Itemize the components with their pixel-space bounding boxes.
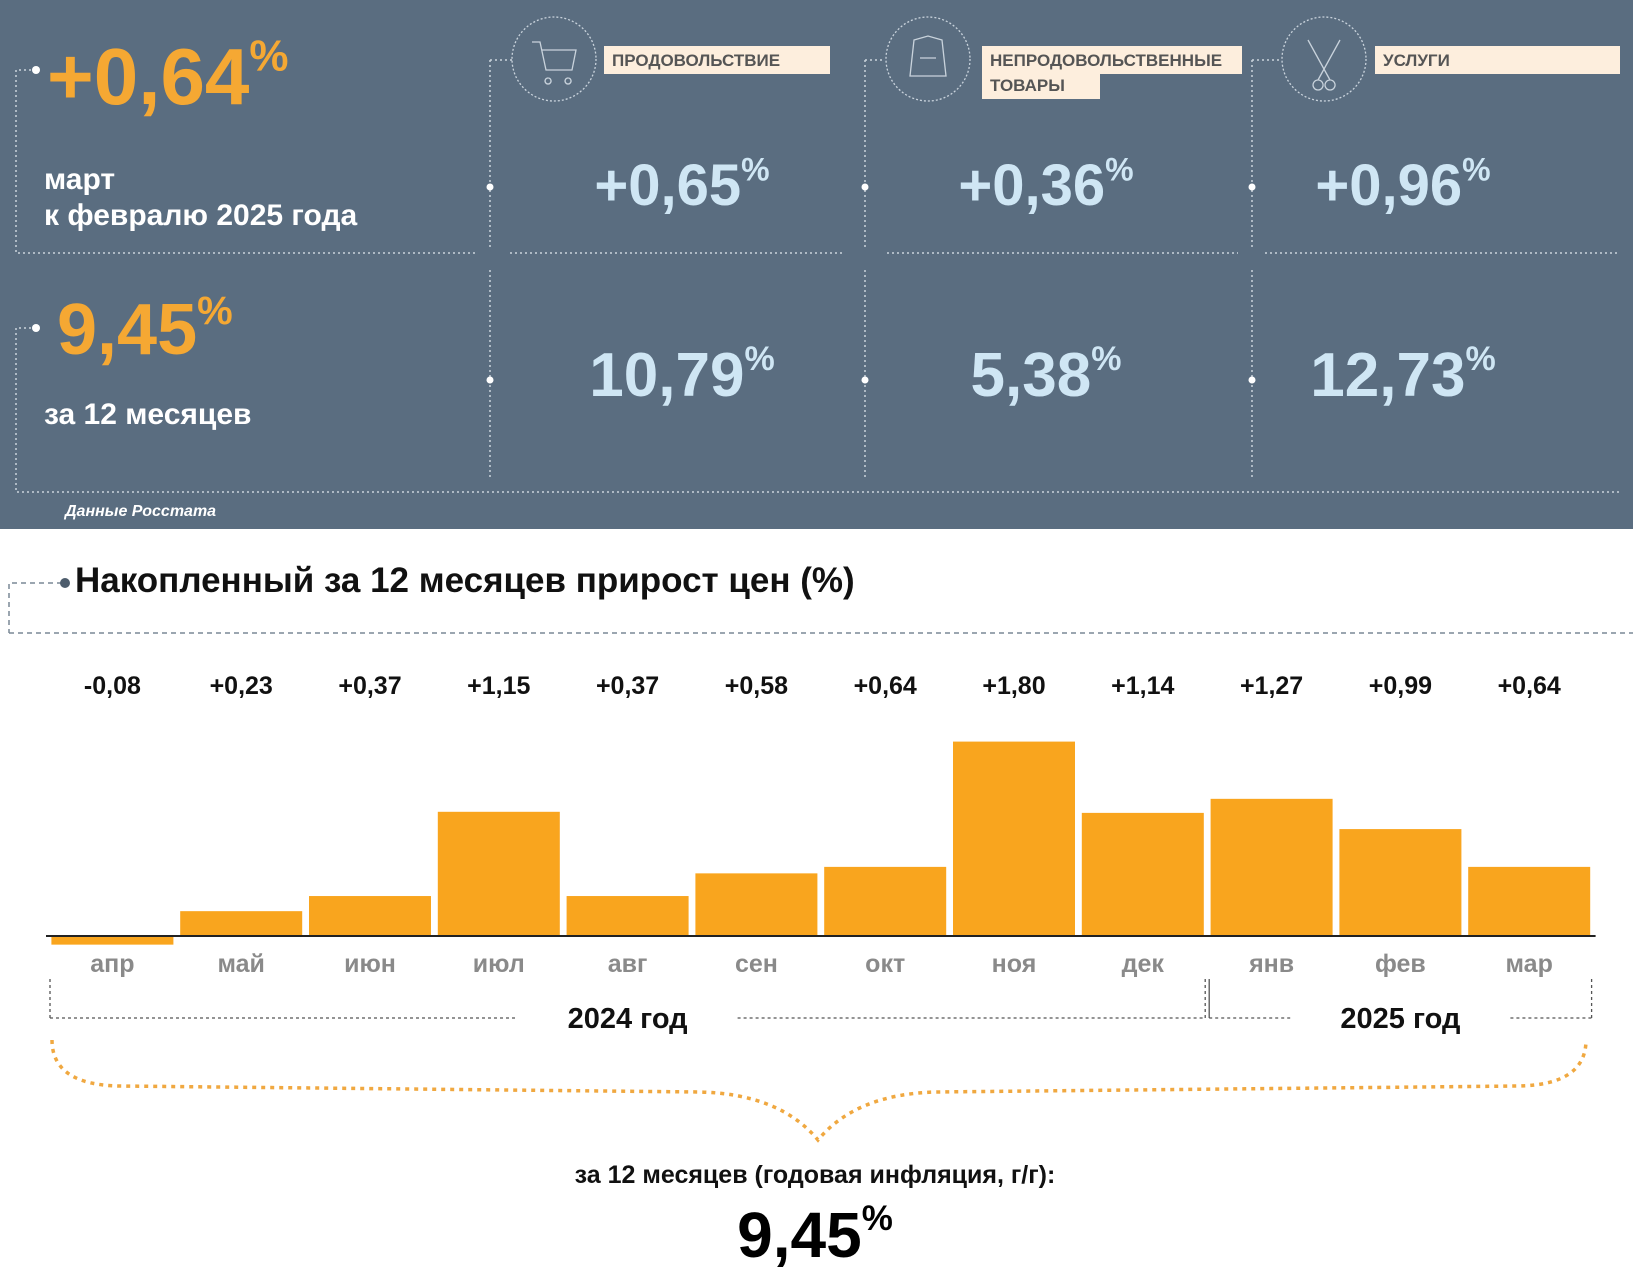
x-tick-label: мар [1506,950,1553,978]
category-annual: 12,73% [1310,340,1495,410]
annual-caption: за 12 месяцев [44,398,251,431]
x-tick-label: янв [1248,950,1294,978]
year-label: 2024 год [568,1003,688,1035]
x-tick-label: фев [1375,950,1426,978]
category-annual-unit: % [1465,340,1495,378]
category-annual-value: 10,79 [589,341,744,410]
category-annual: 5,38% [971,340,1122,410]
panel-dots [32,66,1256,384]
annual-total-unit: % [197,289,233,333]
data-label: -0,08 [84,672,141,700]
title-dot [60,578,70,588]
total-value-value: 9,45 [737,1199,862,1271]
x-tick-label: сен [735,950,778,978]
bar [309,896,431,936]
x-tick-label: июн [344,950,396,978]
category-monthly-value: +0,65 [594,153,741,218]
category-annual-value: 12,73 [1310,341,1465,410]
category-annual-unit: % [1091,340,1121,378]
x-tick-label: дек [1122,950,1165,978]
annual-total-value: 9,45 [57,290,197,370]
panel-frame [15,59,1620,493]
source-note: Данные Росстата [63,503,216,520]
monthly-total-unit: % [249,31,288,80]
year-label: 2025 год [1340,1003,1460,1035]
monthly-total-value: +0,64 [47,32,250,121]
category-monthly-unit: % [1105,152,1133,188]
annual-total: 9,45% [57,289,233,370]
total-brace [50,1039,1588,1143]
bar [437,811,560,936]
data-label: +0,64 [1498,672,1561,700]
bar [180,911,303,936]
data-label: +0,23 [210,672,273,700]
chart-title: Накопленный за 12 месяцев прирост цен (%… [75,561,855,600]
data-label: +0,58 [725,672,788,700]
category-annual-value: 5,38 [971,341,1092,410]
bar [953,741,1075,936]
category-monthly-value: +0,96 [1315,153,1462,218]
data-label: +1,15 [467,672,530,700]
data-label: +1,14 [1111,672,1174,700]
x-tick-label: апр [90,950,134,978]
monthly-caption: к февралю 2025 года [44,199,357,232]
category-monthly-unit: % [1462,152,1490,188]
x-tick-label: ноя [992,950,1037,978]
category-monthly: +0,65% [594,152,769,218]
title-frame [8,582,1633,634]
bar [1468,866,1591,936]
x-tick-label: май [217,950,264,978]
category-label: ПРОДОВОЛЬСТВИЕ [612,51,780,70]
data-label: +0,37 [338,672,401,700]
bar [1210,798,1333,936]
category-label-box [982,71,1100,99]
category-label: УСЛУГИ [1383,51,1450,70]
x-tick-label: окт [865,950,905,978]
total-value-unit: % [862,1199,893,1238]
bar [566,896,689,936]
category-label-box [982,46,1242,74]
bar [824,866,947,936]
data-label: +1,27 [1240,672,1303,700]
category-monthly-value: +0,36 [958,153,1105,218]
x-tick-label: авг [608,950,648,978]
panel-background [0,0,1633,529]
monthly-total: +0,64% [47,31,289,121]
x-tick-label: июл [473,950,525,978]
bar [1081,812,1204,936]
data-label: +0,37 [596,672,659,700]
category-monthly: +0,96% [1315,152,1490,218]
category-monthly: +0,36% [958,152,1133,218]
category-annual-unit: % [744,340,774,378]
bar [1339,829,1462,936]
category-label-box [1375,46,1620,74]
category-label: ТОВАРЫ [990,76,1065,95]
category-label-box [604,46,830,74]
category-label: НЕПРОДОВОЛЬСТВЕННЫЕ [990,51,1222,70]
bar [51,936,174,945]
data-label: +0,64 [854,672,917,700]
data-label: +0,99 [1369,672,1432,700]
total-value: 9,45% [737,1199,893,1271]
category-icons [511,16,1367,102]
category-annual: 10,79% [589,340,774,410]
data-label: +1,80 [982,672,1045,700]
total-caption: за 12 месяцев (годовая инфляция, г/г): [575,1161,1056,1189]
monthly-caption: март [44,163,115,196]
category-monthly-unit: % [741,152,769,188]
bar [695,873,818,936]
